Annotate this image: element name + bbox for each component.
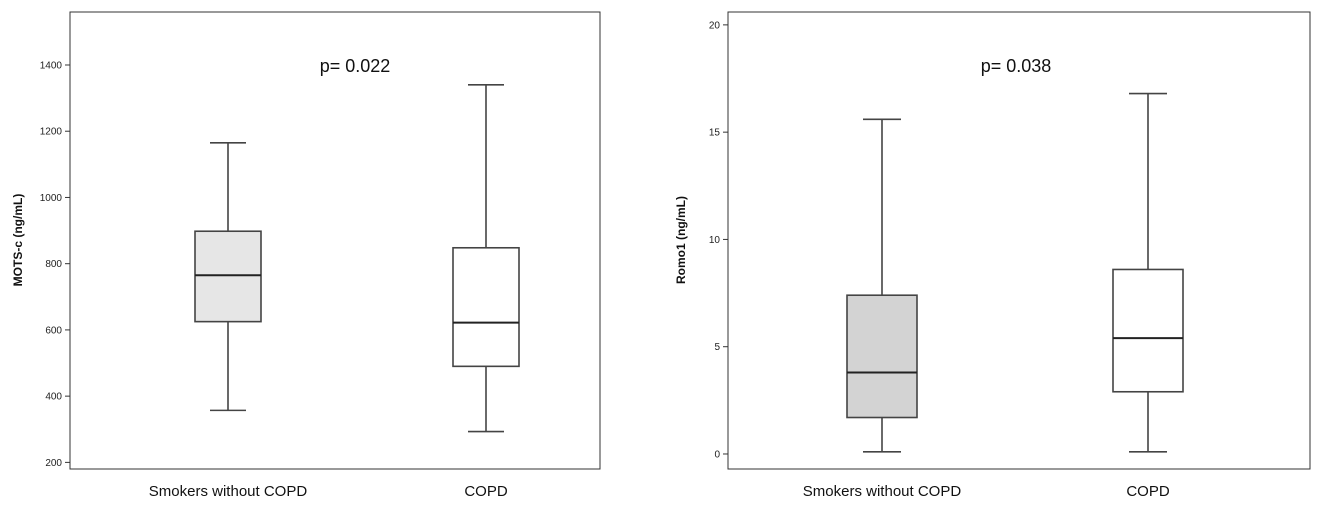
y-tick-label: 800 xyxy=(45,259,62,270)
y-tick-label: 1200 xyxy=(40,127,63,138)
box-copd xyxy=(1112,92,1184,453)
y-tick-label: 200 xyxy=(45,458,62,469)
y-tick-label: 0 xyxy=(714,449,720,460)
y-axis-ticks: 0 5 10 15 20 xyxy=(709,20,728,460)
iqr-box xyxy=(452,246,520,368)
plot-frame xyxy=(69,11,601,470)
y-tick-label: 20 xyxy=(709,20,721,31)
box-smokers-without-copd xyxy=(194,142,262,412)
boxplots xyxy=(194,84,520,433)
box-smokers-without-copd xyxy=(846,118,918,453)
y-tick-label: 1000 xyxy=(40,193,63,204)
category-label-copd: COPD xyxy=(1126,483,1170,500)
boxplots xyxy=(846,92,1184,453)
iqr-box xyxy=(1112,268,1184,393)
chart-panel-romo1: Romo1 (ng/mL) p= 0.038 Smokers without C… xyxy=(674,11,1311,500)
y-tick-label: 15 xyxy=(709,128,721,139)
y-tick-label: 400 xyxy=(45,392,62,403)
p-value-annotation: p= 0.022 xyxy=(320,56,391,76)
chart-panel-mots-c: MOTS-c (ng/mL) p= 0.022 Smokers without … xyxy=(11,11,601,500)
iqr-box xyxy=(194,230,262,323)
plot-frame xyxy=(727,11,1311,470)
y-tick-label: 600 xyxy=(45,325,62,336)
box-copd xyxy=(452,84,520,433)
y-axis-ticks: 200 400 600 800 1000 1200 1400 xyxy=(40,60,70,469)
y-tick-label: 10 xyxy=(709,235,721,246)
y-tick-label: 5 xyxy=(714,342,720,353)
category-label-smokers: Smokers without COPD xyxy=(149,483,308,500)
category-label-smokers: Smokers without COPD xyxy=(803,483,962,500)
category-label-copd: COPD xyxy=(464,483,508,500)
y-axis-label: Romo1 (ng/mL) xyxy=(674,196,688,284)
y-axis-label: MOTS-c (ng/mL) xyxy=(11,194,25,287)
iqr-box xyxy=(846,294,918,419)
y-tick-label: 1400 xyxy=(40,60,63,71)
p-value-annotation: p= 0.038 xyxy=(981,56,1052,76)
